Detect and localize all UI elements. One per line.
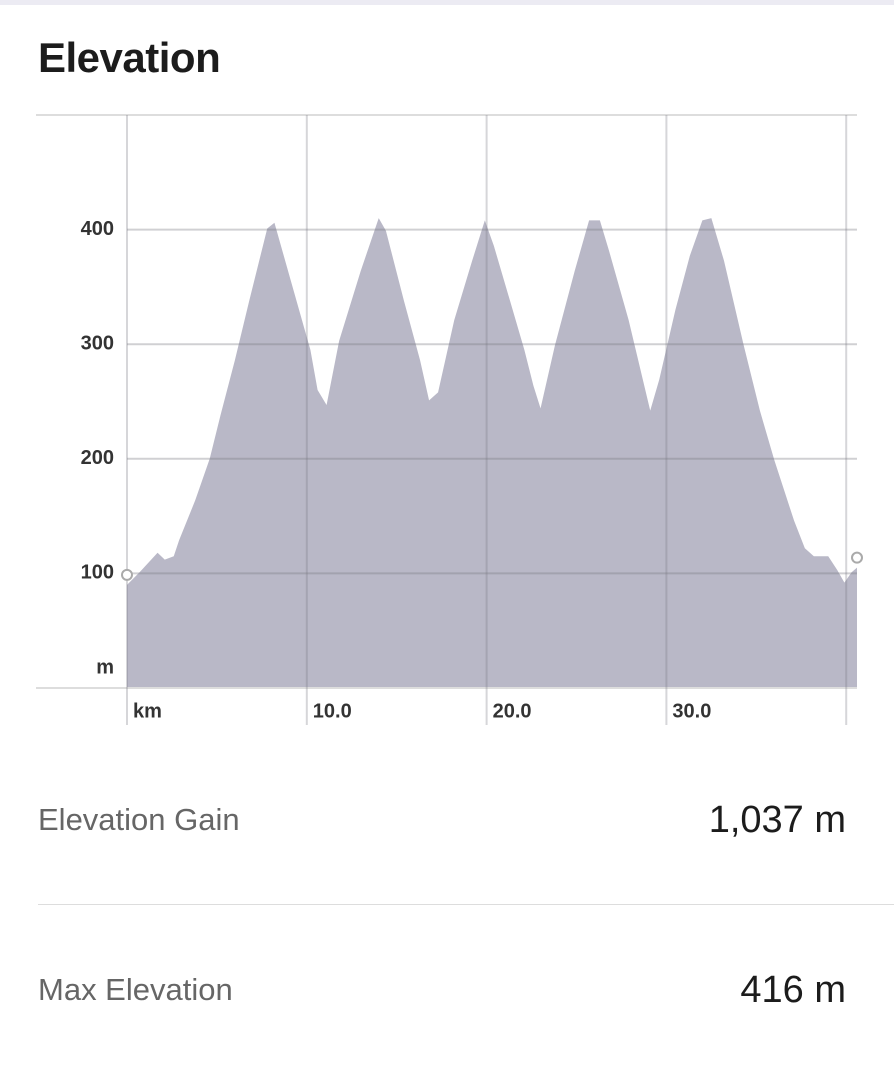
elevation-chart: m 100 200 300 400 km 10.0 20.0 30.0 [36, 114, 863, 725]
y-tick-label: 200 [81, 447, 114, 469]
y-tick-label: 100 [81, 562, 114, 584]
top-bar [0, 0, 894, 5]
end-marker [851, 551, 863, 564]
stat-value: 416 m [740, 968, 846, 1011]
x-tick-label: 20.0 [493, 700, 532, 722]
stat-row: Elevation Gain 1,037 m [38, 790, 846, 850]
x-tick-label: 10.0 [313, 700, 352, 722]
stat-label: Max Elevation [38, 972, 233, 1007]
stat-row: Max Elevation 416 m [38, 960, 846, 1020]
title: Elevation [38, 34, 221, 81]
elevation-area [127, 218, 857, 688]
end-marker [121, 568, 133, 581]
x-tick-label: km [133, 700, 162, 722]
stat-label: Elevation Gain [38, 802, 240, 837]
y-tick-label: 300 [81, 332, 114, 354]
divider [38, 904, 894, 905]
y-tick-label: 400 [81, 218, 114, 240]
y-tick-label: m [96, 656, 114, 678]
x-tick-label: 30.0 [672, 700, 711, 722]
stat-value: 1,037 m [708, 798, 846, 841]
